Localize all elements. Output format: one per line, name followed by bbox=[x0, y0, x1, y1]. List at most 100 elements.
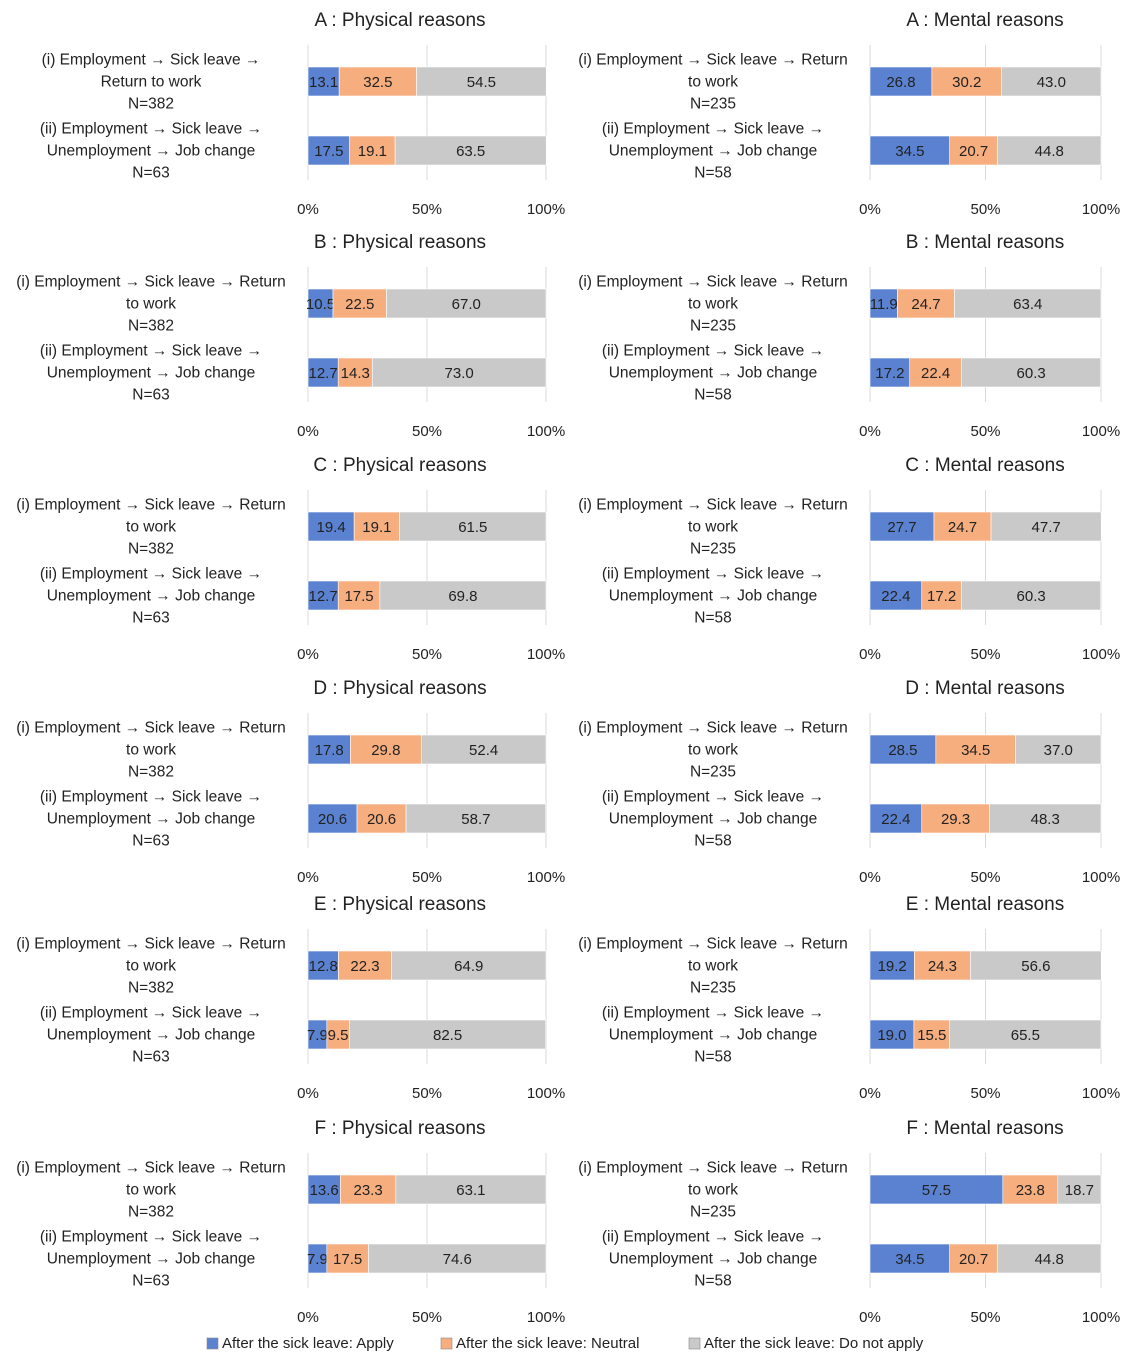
bar-segment-apply bbox=[307, 580, 339, 611]
bar-segment-apply bbox=[307, 803, 358, 834]
category-label: N=235 bbox=[690, 1204, 736, 1221]
category-label: N=58 bbox=[694, 1049, 732, 1066]
panel-title: B : Mental reasons bbox=[906, 232, 1064, 253]
category-label: (i) Employment → Sick leave → Return bbox=[578, 1160, 848, 1177]
x-tick-label: 0% bbox=[297, 869, 319, 886]
category-label: (ii) Employment → Sick leave → bbox=[602, 1229, 824, 1246]
bar-segment-not_apply bbox=[395, 1174, 547, 1205]
category-label: Unemployment → Job change bbox=[47, 1251, 256, 1268]
bar-segment-apply bbox=[307, 950, 339, 981]
category-label: to work bbox=[688, 958, 738, 975]
bar-segment-apply bbox=[869, 1174, 1004, 1205]
panel-title: C : Mental reasons bbox=[905, 455, 1064, 476]
x-tick-label: 100% bbox=[527, 201, 565, 218]
bar-segment-neutral bbox=[914, 950, 971, 981]
bar-segment-neutral bbox=[931, 66, 1002, 97]
category-label: (ii) Employment → Sick leave → bbox=[40, 1005, 262, 1022]
legend-swatch-apply bbox=[206, 1337, 219, 1350]
data-label: 63.1 bbox=[456, 1182, 485, 1199]
data-label: 11.9 bbox=[870, 296, 898, 313]
bar-segment-neutral bbox=[338, 950, 392, 981]
data-label: 17.5 bbox=[314, 143, 343, 160]
bar-segment-not_apply bbox=[1057, 1174, 1102, 1205]
data-label: 7.9 bbox=[307, 1027, 328, 1044]
x-tick-label: 0% bbox=[297, 1085, 319, 1102]
x-tick-label: 0% bbox=[859, 869, 881, 886]
category-label: to work bbox=[126, 1182, 176, 1199]
category-label: N=58 bbox=[694, 610, 732, 627]
panel-title: C : Physical reasons bbox=[313, 455, 486, 476]
x-tick-label: 50% bbox=[970, 201, 1000, 218]
bar-segment-neutral bbox=[949, 135, 998, 166]
category-label: N=382 bbox=[128, 980, 174, 997]
x-tick-label: 50% bbox=[412, 1085, 442, 1102]
x-tick-label: 100% bbox=[1082, 1309, 1120, 1326]
x-tick-label: 100% bbox=[1082, 646, 1120, 663]
category-label: N=58 bbox=[694, 387, 732, 404]
data-label: 52.4 bbox=[469, 742, 498, 759]
category-label: (i) Employment → Sick leave → Return bbox=[16, 497, 286, 514]
data-label: 34.5 bbox=[961, 742, 990, 759]
category-label: N=58 bbox=[694, 1273, 732, 1290]
bar-segment-neutral bbox=[340, 1174, 397, 1205]
bar-segment-apply bbox=[869, 734, 937, 765]
category-label: N=235 bbox=[690, 541, 736, 558]
panel-title: E : Mental reasons bbox=[906, 894, 1064, 915]
data-label: 63.4 bbox=[1013, 296, 1042, 313]
x-tick-label: 0% bbox=[297, 201, 319, 218]
data-label: 17.2 bbox=[875, 365, 904, 382]
x-tick-label: 50% bbox=[970, 869, 1000, 886]
bar-segment-not_apply bbox=[1015, 734, 1102, 765]
data-label: 15.5 bbox=[917, 1027, 946, 1044]
bar-segment-neutral bbox=[349, 135, 396, 166]
data-label: 74.6 bbox=[443, 1251, 472, 1268]
category-label: (i) Employment → Sick leave → Return bbox=[578, 936, 848, 953]
bar-segment-apply bbox=[869, 950, 915, 981]
data-label: 23.3 bbox=[353, 1182, 382, 1199]
bar-segment-apply bbox=[869, 1243, 950, 1274]
bar-segment-not_apply bbox=[368, 1243, 547, 1274]
data-label: 10.5 bbox=[306, 296, 335, 313]
x-tick-label: 50% bbox=[412, 201, 442, 218]
category-label: (ii) Employment → Sick leave → bbox=[40, 1229, 262, 1246]
data-label: 19.1 bbox=[358, 143, 387, 160]
bar-segment-not_apply bbox=[420, 734, 547, 765]
x-tick-label: 50% bbox=[970, 1309, 1000, 1326]
bar-segment-not_apply bbox=[989, 803, 1102, 834]
category-label: N=63 bbox=[132, 165, 170, 182]
x-tick-label: 0% bbox=[859, 423, 881, 440]
x-tick-label: 0% bbox=[859, 1309, 881, 1326]
legend-swatch-neutral bbox=[440, 1337, 453, 1350]
category-label: to work bbox=[688, 1182, 738, 1199]
x-tick-label: 100% bbox=[527, 1085, 565, 1102]
data-label: 44.8 bbox=[1035, 1251, 1064, 1268]
data-label: 19.1 bbox=[362, 519, 391, 536]
x-tick-label: 100% bbox=[527, 423, 565, 440]
category-label: (ii) Employment → Sick leave → bbox=[40, 566, 262, 583]
data-label: 60.3 bbox=[1017, 588, 1046, 605]
x-tick-label: 0% bbox=[297, 646, 319, 663]
data-label: 12.7 bbox=[309, 365, 338, 382]
data-label: 22.3 bbox=[350, 958, 379, 975]
bar-segment-not_apply bbox=[954, 288, 1102, 319]
bar-segment-neutral bbox=[949, 1243, 998, 1274]
category-label: (i) Employment → Sick leave → Return bbox=[578, 52, 848, 69]
data-label: 22.4 bbox=[881, 588, 910, 605]
category-label: (i) Employment → Sick leave → bbox=[42, 52, 261, 69]
x-tick-label: 100% bbox=[1082, 869, 1120, 886]
category-label: Unemployment → Job change bbox=[47, 588, 256, 605]
bar-segment-not_apply bbox=[391, 950, 547, 981]
bar-segment-neutral bbox=[338, 66, 417, 97]
bar-segment-apply bbox=[869, 357, 911, 388]
data-label: 30.2 bbox=[952, 74, 981, 91]
bar-segment-apply bbox=[869, 1019, 915, 1050]
category-label: to work bbox=[126, 742, 176, 759]
bar-segment-neutral bbox=[1002, 1174, 1059, 1205]
category-label: to work bbox=[688, 74, 738, 91]
bar-segment-not_apply bbox=[970, 950, 1102, 981]
data-label: 26.8 bbox=[886, 74, 915, 91]
data-label: 19.0 bbox=[877, 1027, 906, 1044]
x-tick-label: 50% bbox=[970, 646, 1000, 663]
category-label: (i) Employment → Sick leave → Return bbox=[16, 936, 286, 953]
